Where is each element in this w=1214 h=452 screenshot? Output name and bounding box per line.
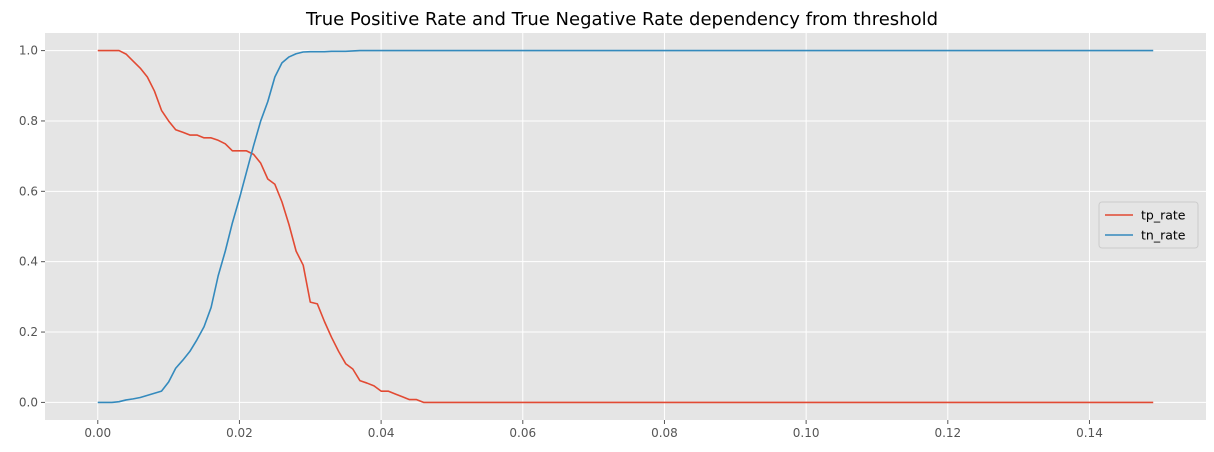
y-tick-label: 0.4 [19, 255, 38, 269]
x-tick-label: 0.00 [84, 426, 111, 440]
x-tick-label: 0.14 [1076, 426, 1103, 440]
legend-box [1098, 201, 1199, 249]
x-tick-label: 0.06 [509, 426, 536, 440]
y-tick-label: 0.0 [19, 395, 38, 409]
y-tick-label: 0.2 [19, 325, 38, 339]
series-line-tp-rate [97, 49, 1154, 404]
y-tick-label: 1.0 [19, 44, 38, 58]
legend-label: tn_rate [1141, 228, 1186, 243]
y-axis-ticks: 0.0 0.2 0.4 0.6 0.8 1.0 [19, 44, 45, 409]
series-line-tn-rate [97, 49, 1154, 404]
y-tick-label: 0.6 [19, 184, 38, 198]
plot-background [45, 33, 1206, 420]
x-tick-label: 0.04 [368, 426, 395, 440]
x-axis-ticks: 0.00 0.02 0.04 0.06 0.08 0.10 0.12 0.14 [84, 420, 1103, 440]
x-tick-label: 0.12 [934, 426, 961, 440]
x-tick-label: 0.02 [226, 426, 253, 440]
series-lines [97, 49, 1154, 404]
x-tick-label: 0.08 [651, 426, 678, 440]
legend: tp_rate tn_rate [1098, 201, 1199, 249]
y-tick-label: 0.8 [19, 114, 38, 128]
x-tick-label: 0.10 [793, 426, 820, 440]
legend-label: tp_rate [1141, 208, 1186, 223]
chart-title: True Positive Rate and True Negative Rat… [305, 9, 938, 30]
